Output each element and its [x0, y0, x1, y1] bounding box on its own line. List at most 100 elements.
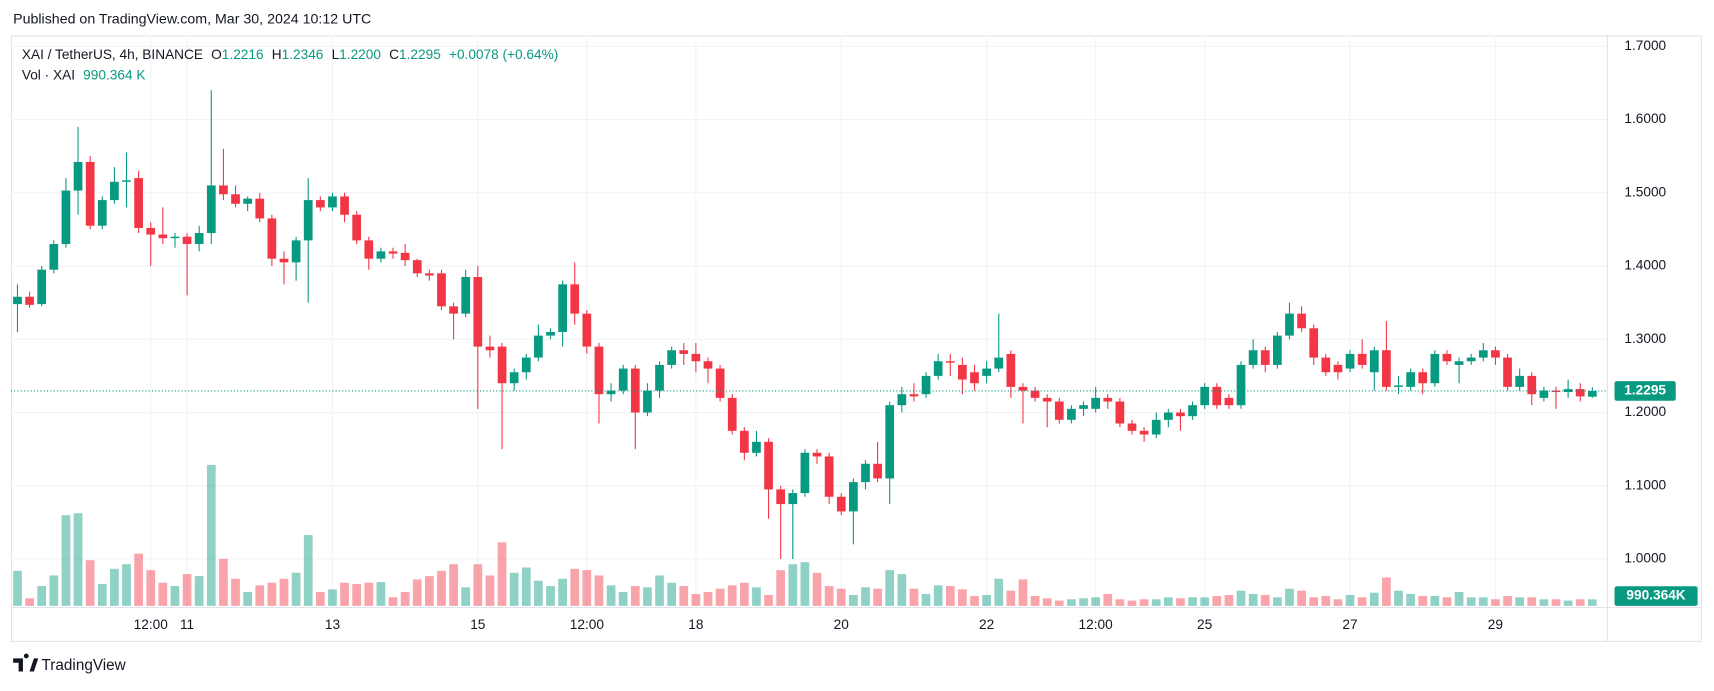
candle-body: [412, 260, 422, 274]
volume-bar: [340, 582, 349, 606]
candle-body: [1163, 412, 1173, 420]
candle-body: [424, 273, 434, 276]
candle-body: [534, 335, 543, 358]
candle-body: [1442, 353, 1452, 362]
candle-body: [873, 463, 882, 479]
candle-body: [1454, 361, 1464, 365]
volume-bar: [1151, 599, 1161, 606]
axes: 1.0000 1.1000 1.2000 1.3000 1.4000 1.5000 1.60…: [134, 38, 1698, 632]
candle-body: [1478, 350, 1488, 358]
volume-bar: [134, 553, 143, 606]
candle-body: [1563, 389, 1573, 393]
volume-bar: [630, 586, 640, 606]
candle-body: [461, 277, 471, 314]
volume-bar: [800, 562, 810, 606]
candle-body: [546, 331, 555, 336]
published-note: Published on TradingView.com, Mar 30, 20…: [13, 12, 371, 28]
x-tick-label: 29: [1488, 617, 1503, 632]
volume-bar: [449, 564, 458, 606]
candle-body: [861, 463, 870, 483]
candle-body: [836, 496, 846, 512]
candle-body: [1273, 335, 1282, 365]
volume-bar: [1260, 594, 1270, 606]
candle-body: [303, 200, 313, 241]
candle-body: [231, 194, 240, 204]
candle-body: [970, 372, 979, 384]
candle-body: [1333, 364, 1343, 373]
candle-body: [1091, 397, 1101, 409]
candle-body: [1079, 405, 1088, 409]
y-tick-label: 1.2000: [1624, 404, 1666, 419]
volume-bar: [982, 594, 991, 606]
y-tick-label: 1.4000: [1624, 258, 1666, 273]
candle-body: [1054, 401, 1064, 420]
candle-body: [328, 196, 337, 208]
candle-body: [388, 251, 398, 254]
candle-body: [97, 200, 107, 226]
candle-body: [727, 397, 737, 431]
candle-body: [1430, 353, 1440, 384]
candle-body: [400, 252, 410, 261]
x-tick-label: 11: [180, 617, 194, 632]
volume-bar: [61, 515, 71, 606]
candle-body: [1539, 390, 1549, 398]
candle-body: [618, 368, 628, 391]
candle-body: [37, 269, 47, 305]
volume-bar: [1563, 600, 1573, 606]
volume-bar: [824, 586, 834, 606]
volume-bar: [1369, 592, 1379, 606]
volume-bar: [1273, 597, 1282, 606]
volume-bar: [933, 585, 943, 606]
volume-bar: [776, 570, 786, 606]
logo-icon: [13, 653, 39, 672]
candle-body: [146, 227, 156, 235]
legend-key: C: [389, 47, 399, 62]
volume-bar: [315, 591, 325, 606]
volume-bar: [715, 588, 725, 606]
volume-bar: [291, 572, 301, 606]
volume-bar: [849, 594, 858, 606]
volume-bar: [170, 586, 180, 606]
volume-bar: [509, 572, 519, 606]
price-tag: [1614, 381, 1676, 401]
candle-body: [1418, 372, 1428, 384]
legend-key: L: [332, 47, 340, 62]
volume-bar: [376, 582, 386, 606]
candle-body: [752, 441, 761, 453]
candle-body: [570, 284, 580, 314]
volume-bar: [1176, 598, 1185, 606]
candle-body: [1139, 430, 1149, 435]
volume-bar: [909, 588, 919, 606]
volume-bar: [1491, 599, 1500, 606]
volume-bar: [1139, 599, 1149, 606]
candle-body: [1357, 353, 1367, 365]
candle-body: [1151, 419, 1161, 435]
candle-body: [703, 361, 713, 369]
volume-bar: [521, 567, 531, 606]
volume-bar: [1478, 597, 1488, 606]
candle-body: [897, 394, 907, 406]
volume-bar: [691, 593, 701, 606]
volume-bar: [534, 580, 543, 606]
volume-bar: [1503, 595, 1512, 606]
volume-bar: [606, 585, 616, 606]
candle-body: [194, 233, 204, 245]
volume-bar: [1345, 594, 1355, 606]
volume-bar: [873, 588, 882, 606]
volume-bar: [485, 575, 495, 606]
candle-body: [1224, 397, 1234, 406]
candle-body: [788, 493, 798, 505]
volume-bar: [1539, 599, 1549, 606]
legend-key: H: [272, 47, 282, 62]
candle-body: [1103, 397, 1113, 402]
candle-body: [715, 368, 725, 398]
volume-bar: [219, 558, 228, 606]
candle-body: [110, 181, 119, 201]
candle-body: [473, 277, 483, 347]
volume-bar: [182, 574, 192, 606]
volume-bar: [836, 588, 846, 606]
volume-bar: [570, 568, 580, 606]
volume-bar: [643, 587, 652, 606]
volume-bar: [1054, 600, 1064, 606]
volume-bar: [1030, 595, 1040, 606]
